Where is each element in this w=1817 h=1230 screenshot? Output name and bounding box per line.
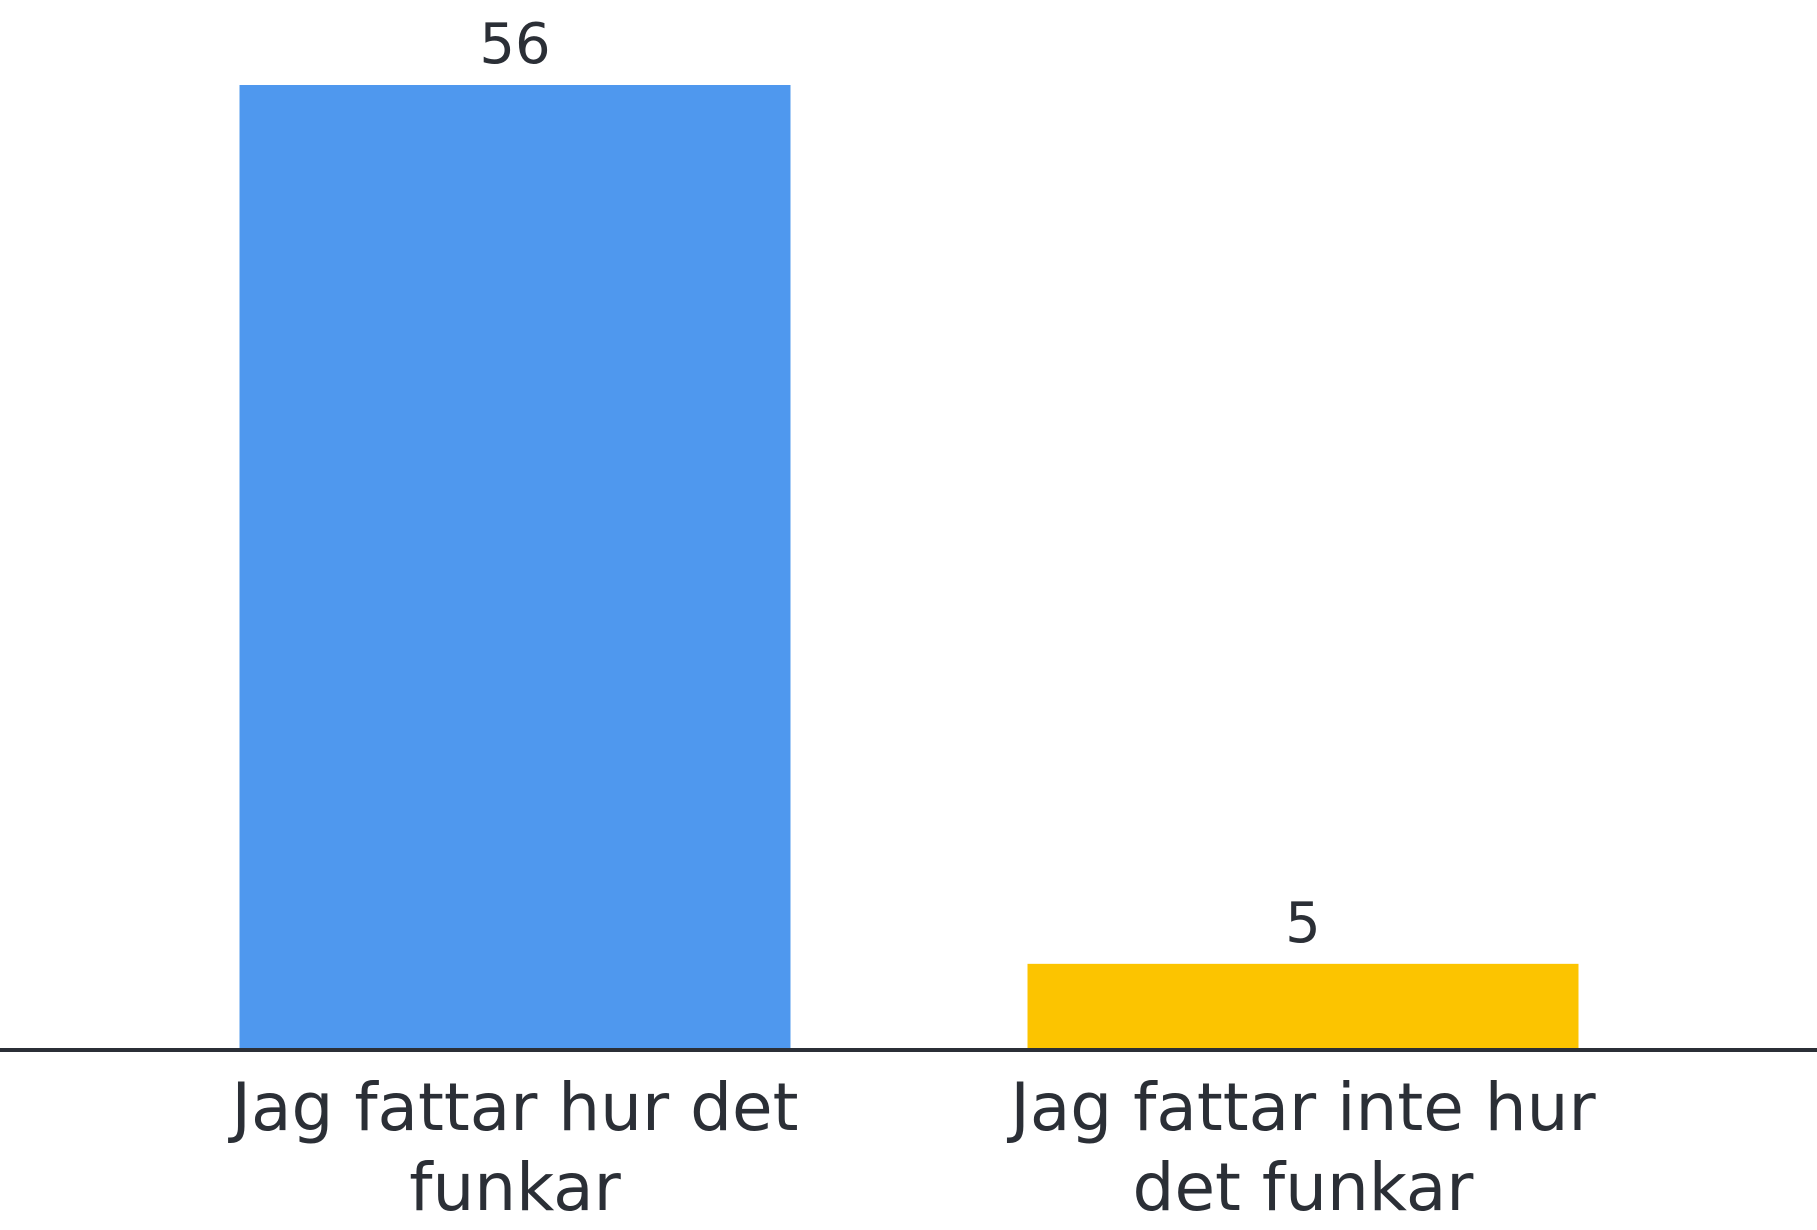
value-label: 5 xyxy=(1285,891,1321,956)
x-tick-label: Jag fattar hur det funkar xyxy=(231,1069,799,1226)
bar xyxy=(239,85,791,1050)
x-tick-label: Jag fattar inte hur det funkar xyxy=(1010,1069,1596,1226)
bar xyxy=(1027,963,1579,1050)
value-label: 56 xyxy=(479,12,550,77)
